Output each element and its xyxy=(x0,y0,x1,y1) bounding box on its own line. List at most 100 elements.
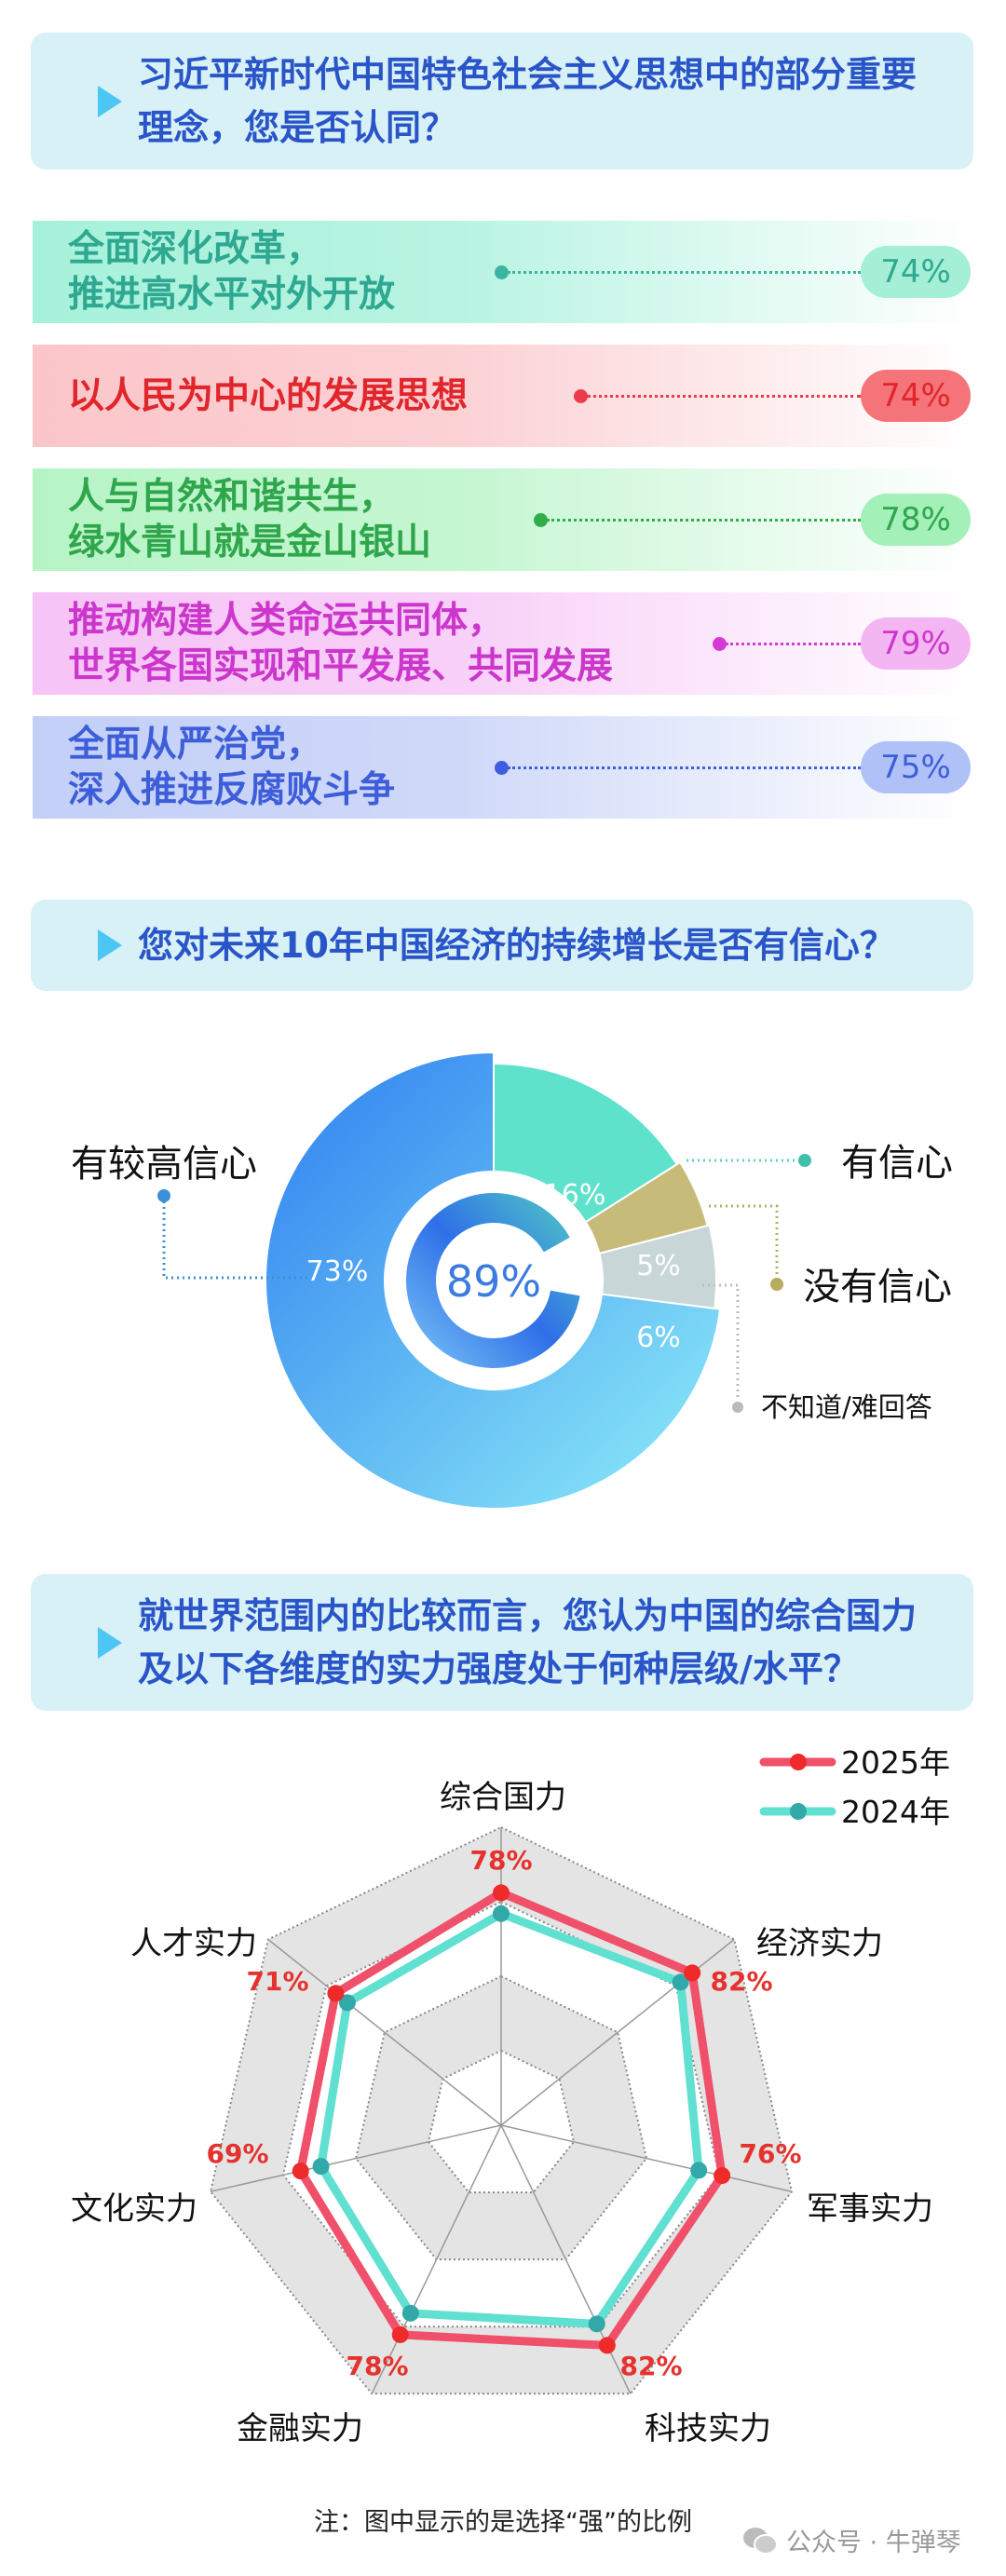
radar-value-label: 82% xyxy=(710,1966,772,1997)
label-line: 绿水青山就是金山银山 xyxy=(68,522,432,563)
wechat-icon xyxy=(743,2527,778,2555)
legend-label: 2024年 xyxy=(841,1794,950,1830)
percent-pill: 79% xyxy=(861,617,971,670)
leader-dot xyxy=(495,265,509,279)
label-line: 人与自然和谐共生， xyxy=(68,476,396,518)
leader-dot xyxy=(157,1189,170,1202)
agreement-row: 以人民为中心的发展思想 74% xyxy=(33,345,975,447)
play-triangle-icon xyxy=(98,85,122,117)
percent-pill: 78% xyxy=(861,494,971,546)
leader-line xyxy=(726,643,861,645)
question-title: 习近平新时代中国特色社会主义思想中的部分重要理念，您是否认同？ xyxy=(138,53,918,148)
leader-dot xyxy=(713,637,727,651)
leader-line xyxy=(508,766,861,769)
radar-value-label: 78% xyxy=(469,1845,532,1876)
radar-value-label: 78% xyxy=(346,2351,408,2381)
question-header-1: 习近平新时代中国特色社会主义思想中的部分重要理念，您是否认同？ xyxy=(31,33,973,169)
agreement-row: 人与自然和谐共生， 绿水青山就是金山银山 78% xyxy=(33,468,975,571)
axis-label: 科技实力 xyxy=(645,2410,771,2447)
radar-spoke xyxy=(371,2124,502,2394)
axis-label: 综合国力 xyxy=(440,1779,566,1816)
label-line: 推动构建人类命运共同体， xyxy=(68,600,505,642)
leader-line xyxy=(587,395,861,398)
leader-dot xyxy=(495,761,509,775)
percent-pill: 74% xyxy=(861,370,971,422)
watermark: 公众号 · 牛弹琴 xyxy=(741,2522,961,2558)
legend-marker xyxy=(790,1754,807,1770)
leader-dot xyxy=(534,513,548,527)
legend-marker xyxy=(790,1803,807,1820)
agreement-label: 推动构建人类命运共同体， 世界各国实现和平发展、共同发展 xyxy=(68,592,613,695)
leader-line xyxy=(702,1283,740,1401)
agreement-label: 人与自然和谐共生， 绿水青山就是金山银山 xyxy=(68,468,431,571)
radar-point xyxy=(312,2158,330,2176)
leader-line xyxy=(547,519,861,522)
label-line: 世界各国实现和平发展、共同发展 xyxy=(68,645,614,687)
radar-point xyxy=(493,1884,510,1902)
radar-point xyxy=(401,2304,419,2322)
radar-point xyxy=(327,1985,345,2002)
radar-point xyxy=(338,1994,356,2012)
question-header-3: 就世界范围内的比较而言，您认为中国的综合国力及以下各维度的实力强度处于何种层级/… xyxy=(31,1574,973,1711)
axis-label: 人才实力 xyxy=(130,1925,257,1962)
radar-point xyxy=(292,2162,309,2180)
axis-label: 文化实力 xyxy=(71,2190,197,2228)
radar-point xyxy=(672,1973,689,1991)
leader-line xyxy=(709,1204,779,1284)
agreement-row: 推动构建人类命运共同体， 世界各国实现和平发展、共同发展 79% xyxy=(33,592,975,695)
slice-label: 不知道/难回答 xyxy=(761,1391,932,1423)
radar-point xyxy=(391,2325,409,2343)
agreement-label: 全面从严治党， 深入推进反腐败斗争 xyxy=(68,716,395,819)
agreement-label: 全面深化改革， 推进高水平对外开放 xyxy=(68,221,395,323)
play-triangle-icon xyxy=(98,929,122,961)
slice-value-label: 73% xyxy=(306,1255,369,1288)
radar-spoke xyxy=(267,1938,502,2126)
percent-pill: 74% xyxy=(861,246,971,298)
radar-point xyxy=(598,2337,616,2354)
slice-label: 有信心 xyxy=(841,1142,953,1185)
label-line: 推进高水平对外开放 xyxy=(68,274,396,316)
radar-value-label: 76% xyxy=(739,2138,801,2169)
agreement-row: 全面深化改革， 推进高水平对外开放 74% xyxy=(33,221,975,323)
slice-value-label: 6% xyxy=(636,1322,681,1354)
leader-dot xyxy=(770,1278,783,1291)
question-header-2: 您对未来10年中国经济的持续增长是否有信心？ xyxy=(31,900,973,991)
agreement-label: 以人民为中心的发展思想 xyxy=(68,345,468,447)
axis-label: 经济实力 xyxy=(756,1925,883,1962)
radar-value-label: 69% xyxy=(206,2138,268,2169)
question-title: 就世界范围内的比较而言，您认为中国的综合国力及以下各维度的实力强度处于何种层级/… xyxy=(138,1594,918,1689)
leader-dot xyxy=(732,1402,743,1413)
donut-center-value: 89% xyxy=(446,1256,541,1307)
radar-value-label: 82% xyxy=(619,2351,682,2381)
agreement-row: 全面从严治党， 深入推进反腐败斗争 75% xyxy=(33,716,975,819)
legend-label: 2025年 xyxy=(841,1744,950,1781)
radar-point xyxy=(684,1964,701,1982)
label-line: 以人民为中心的发展思想 xyxy=(68,374,469,417)
leader-dot xyxy=(574,389,588,403)
slice-label: 有较高信心 xyxy=(71,1143,257,1186)
radar-point xyxy=(714,2167,731,2185)
radar-spoke xyxy=(500,2124,793,2192)
slice-value-label: 16% xyxy=(544,1179,606,1212)
radar-series-line xyxy=(317,1909,703,2328)
leader-dot xyxy=(798,1154,811,1167)
slice-label: 没有信心 xyxy=(803,1266,952,1308)
play-triangle-icon xyxy=(98,1626,122,1659)
leader-line xyxy=(508,271,861,274)
radar-point xyxy=(690,2162,708,2179)
axis-label: 军事实力 xyxy=(807,2190,933,2228)
label-line: 深入推进反腐败斗争 xyxy=(68,769,396,811)
radar-point xyxy=(493,1905,510,1922)
label-line: 全面从严治党， xyxy=(68,724,323,766)
leader-line xyxy=(162,1196,309,1280)
slice-value-label: 5% xyxy=(636,1250,681,1282)
radar-spoke xyxy=(210,2124,502,2192)
watermark-text: 公众号 · 牛弹琴 xyxy=(786,2529,961,2557)
question-title: 您对未来10年中国经济的持续增长是否有信心？ xyxy=(138,924,895,966)
label-line: 全面深化改革， xyxy=(68,228,323,270)
radar-point xyxy=(588,2315,605,2333)
radar-value-label: 71% xyxy=(246,1966,308,1997)
progress-ring xyxy=(406,1193,580,1368)
